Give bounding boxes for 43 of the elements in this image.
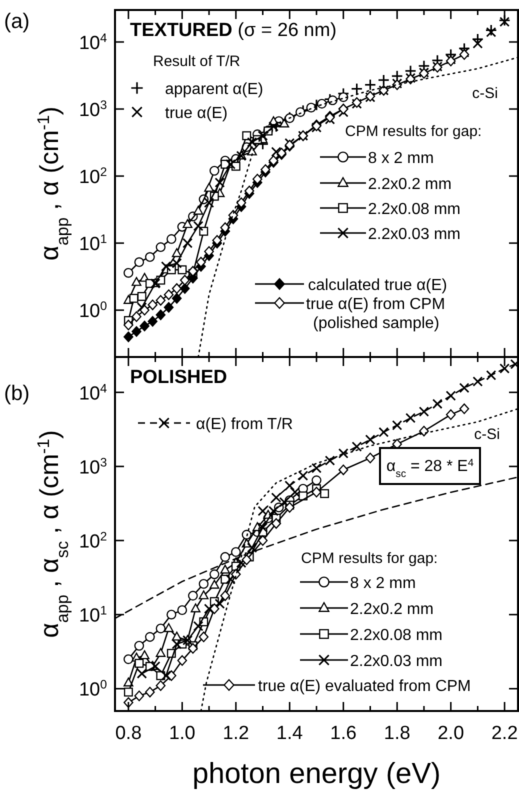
annotation: Result of T/R bbox=[153, 53, 240, 70]
legend-label: 2.2x0.2 mm bbox=[350, 601, 434, 618]
legend-label: 2.2x0.08 mm bbox=[368, 201, 460, 218]
legend-label: true α(E) evaluated from CPM bbox=[258, 678, 471, 695]
y-tick-label: 10$^{3}$ bbox=[78, 98, 108, 122]
legend-label: true α(E) from CPM (polished sample) bbox=[306, 296, 446, 332]
y-tick-label: 10$^{1}$ bbox=[78, 232, 108, 256]
y-tick-label: 10$^{0}$ bbox=[78, 299, 108, 322]
x-tick-label: 1.0 bbox=[168, 723, 196, 744]
y-tick-label: 10$^{4}$ bbox=[78, 30, 108, 54]
legend-label: 8 x 2 mm bbox=[368, 150, 434, 167]
y-tick-label: 10$^{2}$ bbox=[78, 530, 108, 553]
legend-label: 2.2x0.03 mm bbox=[350, 653, 442, 670]
text: POLISHED bbox=[130, 367, 228, 388]
y-tick-label: 10$^{2}$ bbox=[78, 165, 108, 188]
legend-label: apparent α(E) bbox=[165, 81, 264, 98]
series-label: c-Si bbox=[474, 426, 500, 443]
x-axis-title: photon energy (eV) bbox=[192, 758, 441, 790]
legend-label: 2.2x0.08 mm bbox=[350, 627, 442, 644]
y-tick-label: 10$^{3}$ bbox=[78, 455, 108, 478]
x-tick-label: 1.6 bbox=[330, 723, 357, 744]
annotation: CPM results for gap: bbox=[345, 123, 482, 140]
y-tick-label: 10$^{4}$ bbox=[78, 381, 108, 404]
x-tick-label: 1.2 bbox=[222, 723, 250, 744]
y-tick-label: 10$^{1}$ bbox=[78, 604, 108, 627]
series-label: α$_{sc}$ = 28 * E$^{4}$ bbox=[386, 458, 474, 480]
legend-label: calculated true α(E) bbox=[308, 277, 448, 294]
legend-label: 2.2x0.03 mm bbox=[368, 226, 460, 243]
text: TEXTURED (σ = 26 nm) bbox=[130, 20, 337, 41]
y-tick-label: 10$^{0}$ bbox=[78, 678, 108, 701]
series-label: c-Si bbox=[472, 85, 498, 102]
x-tick-label: 1.4 bbox=[276, 723, 304, 744]
x-tick-label: 1.8 bbox=[384, 723, 410, 744]
legend-label: 2.2x0.2 mm bbox=[368, 176, 452, 193]
annotation: CPM results for gap: bbox=[301, 550, 438, 567]
text: (b) bbox=[4, 382, 30, 405]
x-tick-label: 0.8 bbox=[115, 723, 142, 744]
x-tick-label: 2.2 bbox=[491, 723, 518, 744]
legend-label: true α(E) bbox=[165, 105, 228, 122]
text: (a) bbox=[4, 10, 30, 33]
legend-label: α(E) from T/R bbox=[196, 416, 293, 433]
legend-label: 8 x 2 mm bbox=[350, 575, 416, 592]
x-tick-label: 2.0 bbox=[438, 723, 464, 744]
